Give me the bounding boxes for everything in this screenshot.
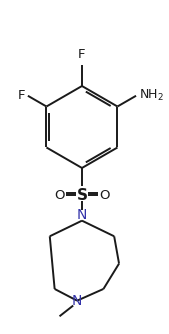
Text: F: F [17,89,25,102]
Text: S: S [76,188,88,203]
Text: N: N [77,208,87,222]
Text: N: N [72,294,82,308]
Text: O: O [54,189,65,202]
Text: F: F [78,48,86,61]
Text: O: O [99,189,110,202]
Text: NH$_2$: NH$_2$ [139,88,164,103]
